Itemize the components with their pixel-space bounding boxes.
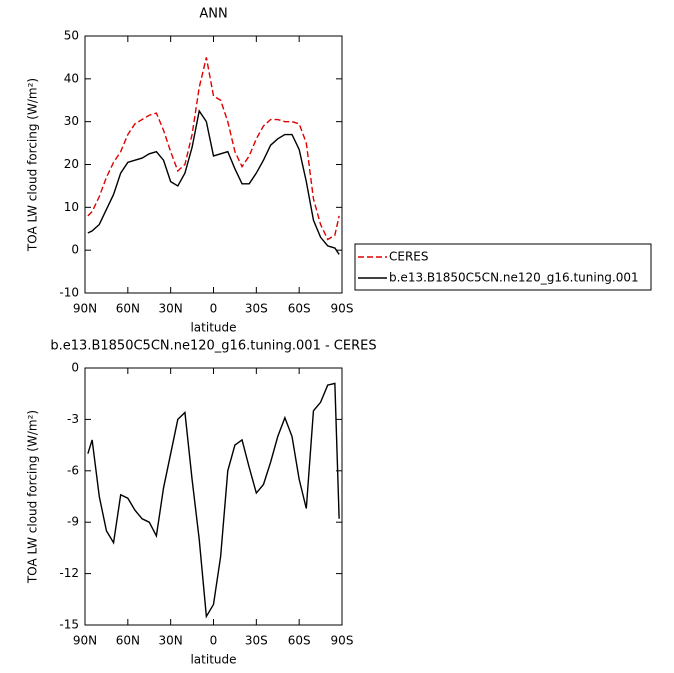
chart-title: b.e13.B1850C5CN.ne120_g16.tuning.001 - C… xyxy=(50,339,376,354)
y-axis-label: TOA LW cloud forcing (W/m²) xyxy=(26,78,40,252)
y-tick-label: -10 xyxy=(59,286,79,300)
x-tick-label: 30N xyxy=(159,634,183,648)
data-line xyxy=(87,382,340,619)
x-tick-label: 90S xyxy=(331,634,354,648)
y-tick-label: 40 xyxy=(64,71,79,85)
y-tick-label: -6 xyxy=(67,463,79,477)
x-tick-label: 60N xyxy=(116,634,140,648)
y-tick-label: 0 xyxy=(71,361,79,375)
y-tick-label: 10 xyxy=(64,200,79,214)
x-tick-label: 90S xyxy=(331,302,354,316)
y-tick-label: 0 xyxy=(71,243,79,257)
y-tick-label: -15 xyxy=(59,618,79,632)
x-tick-label: 0 xyxy=(210,302,218,316)
y-tick-label: -9 xyxy=(67,515,79,529)
x-tick-label: 30S xyxy=(245,634,268,648)
x-tick-label: 60S xyxy=(288,302,311,316)
x-tick-label: 90N xyxy=(73,634,97,648)
x-axis-label: latitude xyxy=(190,321,236,335)
x-tick-label: 90N xyxy=(73,302,97,316)
data-line xyxy=(87,57,340,241)
x-tick-label: 60N xyxy=(116,302,140,316)
y-axis-label: TOA LW cloud forcing (W/m²) xyxy=(26,410,40,584)
chart-title: ANN xyxy=(199,7,227,22)
legend-label: b.e13.B1850C5CN.ne120_g16.tuning.001 xyxy=(389,271,639,285)
x-tick-label: 30N xyxy=(159,302,183,316)
y-tick-label: -3 xyxy=(67,412,79,426)
x-axis-label: latitude xyxy=(190,653,236,667)
x-tick-label: 0 xyxy=(210,634,218,648)
x-tick-label: 30S xyxy=(245,302,268,316)
y-tick-label: -12 xyxy=(59,566,79,580)
legend: CERES b.e13.B1850C5CN.ne120_g16.tuning.00… xyxy=(354,243,652,291)
y-tick-label: 20 xyxy=(64,157,79,171)
x-tick-label: 60S xyxy=(288,634,311,648)
y-tick-label: 50 xyxy=(64,29,79,43)
legend-label: CERES xyxy=(389,250,429,264)
y-tick-label: 30 xyxy=(64,114,79,128)
legend-frame xyxy=(354,243,652,291)
plot-frame xyxy=(84,35,343,294)
data-line xyxy=(87,109,340,255)
